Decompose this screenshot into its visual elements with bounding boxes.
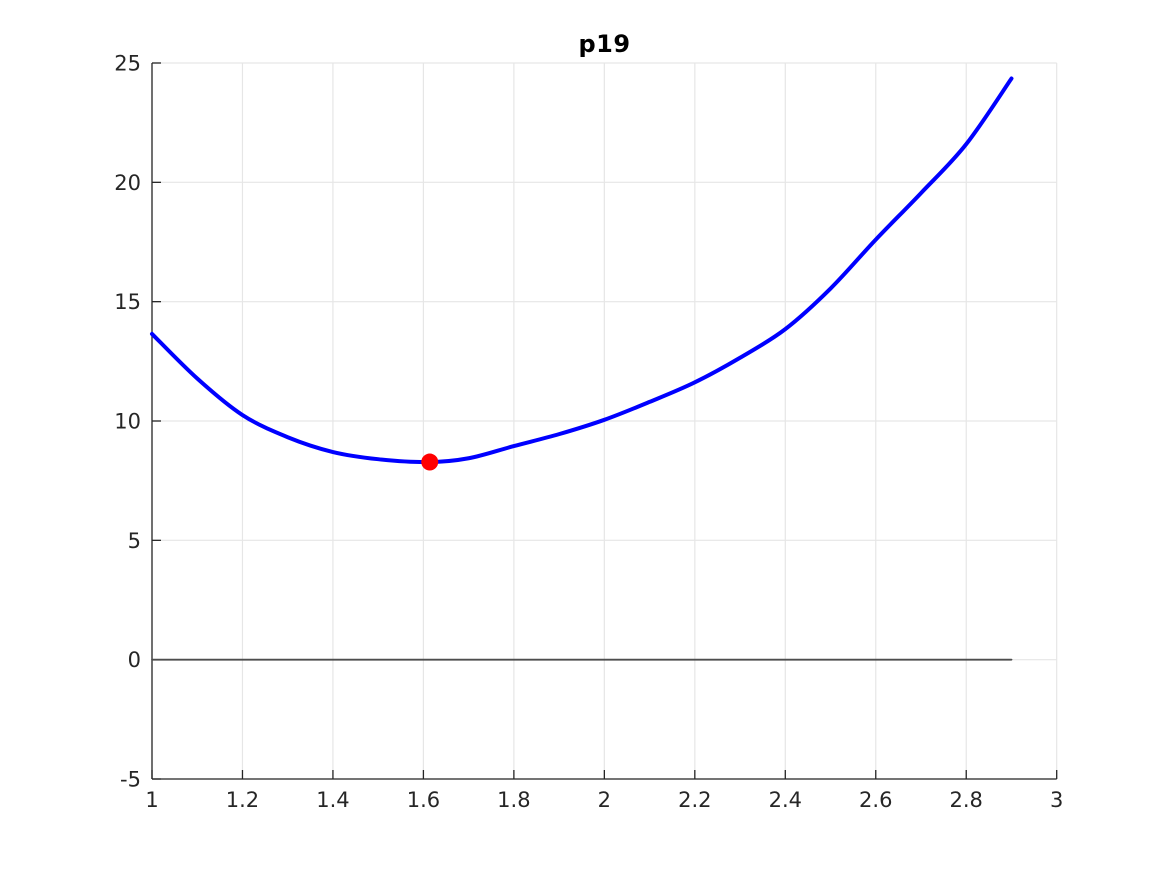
objective-curve (150, 76, 1014, 465)
y-tick-label: 25 (114, 52, 141, 76)
y-tick-label: 15 (114, 290, 141, 314)
y-tick-label: -5 (120, 768, 141, 792)
x-tick-label: 2 (598, 788, 611, 812)
y-tick-label: 0 (128, 648, 141, 672)
x-tick-label: 1 (145, 788, 158, 812)
x-tick-label: 2.6 (859, 788, 892, 812)
x-tick-label: 2.2 (678, 788, 711, 812)
x-tick-label: 1.6 (407, 788, 440, 812)
x-tick-label: 3 (1050, 788, 1063, 812)
y-tick-label: 5 (128, 529, 141, 553)
x-tick-label: 2.8 (950, 788, 983, 812)
x-tick-label: 1.4 (316, 788, 349, 812)
x-tick-label: 2.4 (769, 788, 802, 812)
x-tick-label: 1.2 (226, 788, 259, 812)
chart-title: p19 (578, 30, 631, 58)
y-tick-label: 10 (114, 410, 141, 434)
x-tick-label: 1.8 (497, 788, 530, 812)
y-tick-label: 20 (114, 171, 141, 195)
minimum-point (421, 453, 439, 471)
